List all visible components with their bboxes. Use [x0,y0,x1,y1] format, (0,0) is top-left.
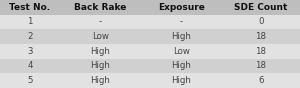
Bar [60,15,141,29]
Text: 18: 18 [256,62,266,70]
Bar [222,59,300,73]
Text: 18: 18 [256,32,266,41]
Bar [141,44,222,59]
Bar [60,0,141,15]
Bar [0,0,60,15]
Text: Low: Low [173,47,190,56]
Bar [222,15,300,29]
Bar [0,44,60,59]
Bar [141,0,222,15]
Bar [141,29,222,44]
Text: 0: 0 [258,18,264,26]
Text: 1: 1 [27,18,33,26]
Bar [0,73,60,88]
Text: Exposure: Exposure [158,3,205,12]
Text: Test No.: Test No. [9,3,51,12]
Bar [0,59,60,73]
Text: 2: 2 [27,32,33,41]
Text: High: High [91,62,110,70]
Bar [222,73,300,88]
Text: 6: 6 [258,76,264,85]
Text: High: High [172,62,191,70]
Bar [222,0,300,15]
Text: 4: 4 [27,62,33,70]
Bar [60,44,141,59]
Text: -: - [180,18,183,26]
Bar [141,59,222,73]
Text: High: High [172,32,191,41]
Bar [222,44,300,59]
Text: High: High [91,47,110,56]
Text: 5: 5 [27,76,33,85]
Text: -: - [99,18,102,26]
Text: Low: Low [92,32,109,41]
Text: 3: 3 [27,47,33,56]
Text: High: High [172,76,191,85]
Bar [0,15,60,29]
Bar [60,29,141,44]
Bar [222,29,300,44]
Bar [60,59,141,73]
Text: High: High [91,76,110,85]
Bar [0,29,60,44]
Text: Back Rake: Back Rake [74,3,127,12]
Bar [60,73,141,88]
Bar [141,73,222,88]
Text: SDE Count: SDE Count [234,3,288,12]
Text: 18: 18 [256,47,266,56]
Bar [141,15,222,29]
